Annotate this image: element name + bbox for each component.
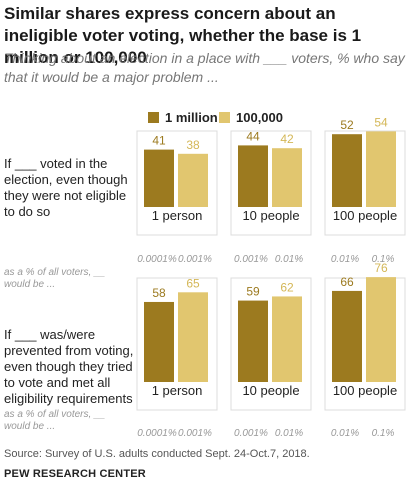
bar-value-label: 76 [374, 261, 388, 275]
percent-of-voters-label: 0.01% [331, 428, 359, 439]
bar [366, 277, 396, 382]
bar-value-label: 59 [246, 285, 260, 299]
category-label: 1 person [152, 208, 203, 223]
percent-of-voters-label: 0.01% [331, 254, 359, 265]
bar-value-label: 52 [340, 118, 354, 132]
percent-of-voters-label: 0.1% [372, 254, 395, 265]
legend-item-1-million: 1 million [148, 110, 218, 125]
bar-value-label: 44 [246, 129, 260, 143]
bar-value-label: 66 [340, 275, 354, 289]
bar [272, 296, 302, 382]
source-note: Source: Survey of U.S. adults conducted … [4, 448, 310, 460]
bar [272, 148, 302, 207]
pane-frame [230, 130, 312, 236]
pane-frame [136, 277, 218, 411]
bar-value-label: 54 [374, 115, 388, 129]
row-note-2: as a % of all voters, __ would be ... [4, 409, 106, 432]
chart-subtitle: Thinking about an election in a place wi… [4, 50, 405, 85]
percent-of-voters-label: 0.001% [234, 428, 268, 439]
legend-label-1-million: 1 million [165, 110, 218, 125]
bar-value-label: 42 [280, 132, 294, 146]
bar [332, 134, 362, 207]
percent-of-voters-label: 0.001% [178, 428, 212, 439]
category-label: 10 people [242, 383, 299, 398]
bar-value-label: 58 [152, 286, 166, 300]
percent-of-voters-label: 0.1% [372, 428, 395, 439]
percent-of-voters-label: 0.001% [178, 254, 212, 265]
legend-item-100000: 100,000 [219, 110, 283, 125]
bar-value-label: 62 [280, 280, 294, 294]
bar [366, 131, 396, 207]
pane-frame [136, 130, 218, 236]
legend-swatch-1-million [148, 112, 159, 123]
bar-value-label: 41 [152, 134, 166, 148]
bar [238, 145, 268, 207]
bar-value-label: 38 [186, 138, 200, 152]
chart-title: Similar shares express concern about an … [4, 4, 362, 67]
bar [178, 292, 208, 382]
row-label-prevented-from-voting: If ___ was/were prevented from voting, e… [4, 327, 134, 406]
category-label: 1 person [152, 383, 203, 398]
row-label-voted-ineligible: If ___ voted in the election, even thoug… [4, 156, 128, 219]
pane-frame [324, 130, 406, 236]
legend-label-100000: 100,000 [236, 110, 283, 125]
pane-frame [230, 277, 312, 411]
bar [332, 290, 362, 382]
bar [144, 149, 174, 207]
bar [144, 301, 174, 382]
pane-frame [324, 277, 406, 411]
category-label: 10 people [242, 208, 299, 223]
category-label: 100 people [333, 383, 397, 398]
percent-of-voters-label: 0.0001% [137, 254, 177, 265]
bar [178, 153, 208, 207]
bar [238, 300, 268, 382]
org-name: PEW RESEARCH CENTER [4, 468, 146, 480]
legend-swatch-100000 [219, 112, 230, 123]
percent-of-voters-label: 0.0001% [137, 428, 177, 439]
category-label: 100 people [333, 208, 397, 223]
row-note-1: as a % of all voters, __ would be ... [4, 267, 106, 290]
bar-value-label: 65 [186, 276, 200, 290]
percent-of-voters-label: 0.01% [275, 428, 303, 439]
percent-of-voters-label: 0.01% [275, 254, 303, 265]
percent-of-voters-label: 0.001% [234, 254, 268, 265]
